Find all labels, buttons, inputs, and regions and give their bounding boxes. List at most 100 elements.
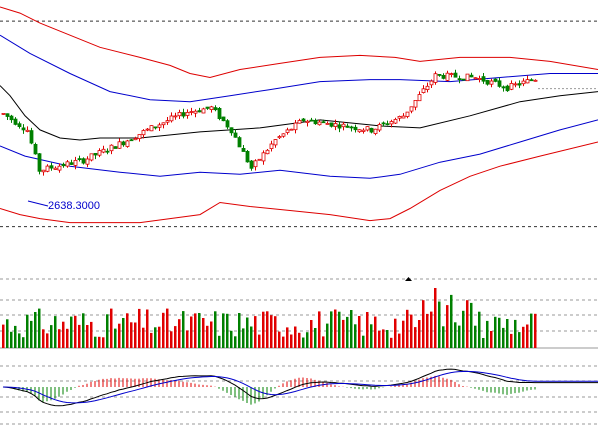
candle-body <box>529 79 534 82</box>
volume-bar <box>530 313 533 348</box>
candle-body <box>273 139 278 146</box>
volume-bar <box>518 332 521 348</box>
candle-body <box>333 123 338 127</box>
volume-bar <box>414 327 417 348</box>
volume-bar <box>502 327 505 348</box>
volume-bar <box>218 335 221 348</box>
candle-body <box>485 80 490 85</box>
volume-bar <box>250 326 253 348</box>
candle-body <box>409 106 414 112</box>
volume-bar <box>126 313 129 348</box>
volume-bar <box>182 311 185 348</box>
candle-body <box>429 80 434 86</box>
candle-body <box>65 161 70 167</box>
candle-body <box>69 162 74 165</box>
candle-body <box>25 129 30 132</box>
candle-body <box>221 116 226 122</box>
candle-body <box>349 126 354 129</box>
candle-body <box>393 119 398 124</box>
macd-layer <box>2 368 598 407</box>
volume-bar <box>26 314 29 348</box>
volume-bar <box>114 328 117 348</box>
candle-body <box>417 94 422 102</box>
candle-body <box>201 108 206 114</box>
volume-bar <box>446 305 449 348</box>
volume-bar <box>334 309 337 348</box>
candle-body <box>533 79 538 82</box>
candle-body <box>149 125 154 132</box>
volume-bar <box>198 313 201 348</box>
volume-bar <box>410 314 413 348</box>
volume-bar <box>6 319 9 348</box>
volume-bar <box>234 336 237 348</box>
candle-body <box>237 137 242 148</box>
volume-bar <box>154 327 157 348</box>
volume-bar <box>322 336 325 348</box>
volume-bar <box>34 312 37 348</box>
volume-bar <box>286 327 289 348</box>
candle-body <box>345 125 350 128</box>
candle-body <box>89 153 94 161</box>
candle-body <box>413 100 418 108</box>
volume-bar <box>466 300 469 348</box>
volume-bar <box>50 325 53 348</box>
volume-bar <box>294 326 297 348</box>
volume-bar <box>418 320 421 348</box>
candle-body <box>193 110 198 114</box>
volume-bar <box>210 321 213 348</box>
volume-bar <box>326 323 329 348</box>
volume-bar <box>38 308 41 348</box>
candle-body <box>337 124 342 129</box>
volume-bar <box>10 331 13 348</box>
volume-bar <box>214 311 217 348</box>
volume-bar <box>206 325 209 348</box>
candle-body <box>289 128 294 131</box>
candle-body <box>81 158 86 164</box>
volume-bar <box>390 337 393 348</box>
volume-bar <box>158 326 161 348</box>
volume-bar <box>222 313 225 348</box>
candle-body <box>437 74 442 76</box>
macd-dea-line <box>2 370 536 404</box>
volume-bar <box>230 330 233 348</box>
volume-bar <box>274 316 277 348</box>
candle-body <box>85 158 90 165</box>
volume-bar <box>98 336 101 348</box>
candle-body <box>245 150 250 163</box>
volume-bar <box>74 315 77 348</box>
volume-bar <box>458 325 461 348</box>
candle-body <box>281 133 286 137</box>
volume-bar <box>258 334 261 348</box>
candle-body <box>157 124 162 128</box>
volume-bar <box>362 335 365 348</box>
candle-body <box>277 136 282 139</box>
candle-body <box>113 146 118 149</box>
candle-body <box>217 108 222 120</box>
volume-bar <box>382 329 385 348</box>
volume-bar <box>142 327 145 348</box>
candle-body <box>73 159 78 166</box>
candle-body <box>445 72 450 81</box>
volume-bar <box>266 311 269 348</box>
volume-bar <box>30 320 33 348</box>
volume-bar <box>358 316 361 348</box>
candle-body <box>513 83 518 86</box>
candle-body <box>497 80 502 87</box>
volume-bar <box>342 319 345 348</box>
candle-body <box>301 118 306 122</box>
candle-body <box>353 126 358 131</box>
candle-layer <box>1 69 598 176</box>
candle-body <box>29 130 34 144</box>
candle-body <box>309 119 314 122</box>
candle-body <box>401 115 406 119</box>
volume-bar <box>298 332 301 348</box>
candle-body <box>57 165 62 171</box>
candle-body <box>505 85 510 92</box>
volume-bar <box>306 332 309 348</box>
candle-body <box>9 115 14 121</box>
volume-bar <box>462 310 465 348</box>
volume-bar <box>454 322 457 348</box>
volume-bar <box>350 310 353 348</box>
volume-bar <box>510 333 513 348</box>
